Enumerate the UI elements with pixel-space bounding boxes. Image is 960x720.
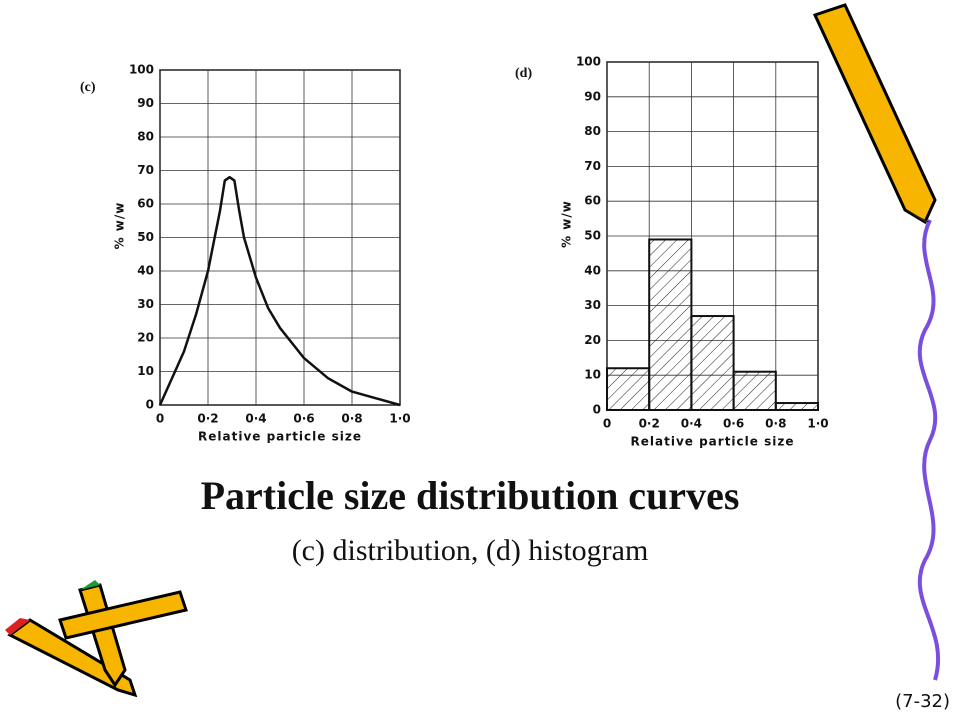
y-tick-label: 10 <box>584 368 601 382</box>
x-tick-label: 0·2 <box>197 412 218 426</box>
x-axis-label: Relative particle size <box>198 430 362 444</box>
y-tick-label: 90 <box>137 96 154 110</box>
histogram-bar <box>648 238 693 411</box>
y-tick-label: 0 <box>593 403 601 417</box>
y-tick-label: 100 <box>576 55 601 69</box>
decor-line <box>917 219 941 681</box>
x-axis-label: Relative particle size <box>631 435 795 449</box>
y-tick-label: 70 <box>584 159 601 173</box>
y-tick-label: 80 <box>137 130 154 144</box>
x-tick-label: 0 <box>156 412 164 426</box>
x-tick-label: 1·0 <box>389 412 410 426</box>
y-tick-label: 40 <box>137 264 154 278</box>
x-tick-label: 0·4 <box>681 417 702 431</box>
panel-label: (d) <box>515 66 532 81</box>
y-tick-label: 90 <box>584 89 601 103</box>
y-tick-label: 50 <box>137 230 154 244</box>
y-tick-label: 10 <box>137 364 154 378</box>
y-tick-label: 100 <box>129 63 154 77</box>
y-tick-label: 60 <box>584 194 601 208</box>
y-tick-label: 30 <box>584 298 601 312</box>
y-axis-label: % w/w <box>560 200 574 248</box>
histogram-bar <box>774 402 819 412</box>
histogram-bar <box>690 315 735 412</box>
x-tick-label: 0·6 <box>293 412 314 426</box>
x-tick-label: 0 <box>603 417 611 431</box>
x-tick-label: 1·0 <box>807 417 828 431</box>
panel-label: (c) <box>80 80 96 95</box>
y-axis-label: % w/w <box>113 202 127 250</box>
curve <box>158 175 401 407</box>
y-tick-label: 20 <box>137 331 154 345</box>
y-tick-label: 0 <box>146 398 154 412</box>
x-tick-label: 0·4 <box>245 412 266 426</box>
pencil-bottom-left <box>5 580 188 698</box>
y-tick-label: 50 <box>584 229 601 243</box>
x-tick-label: 0·2 <box>639 417 660 431</box>
x-tick-label: 0·6 <box>723 417 744 431</box>
histogram-bar <box>732 370 777 411</box>
page-number: (7-32) <box>895 691 950 712</box>
y-tick-label: 80 <box>584 124 601 138</box>
caption-subtitle: (c) distribution, (d) histogram <box>292 534 649 567</box>
y-tick-label: 60 <box>137 197 154 211</box>
y-tick-label: 20 <box>584 333 601 347</box>
x-tick-label: 0·8 <box>765 417 786 431</box>
y-tick-label: 40 <box>584 263 601 277</box>
caption-title: Particle size distribution curves <box>201 473 740 518</box>
histogram-bar <box>606 367 651 411</box>
x-tick-label: 0·8 <box>341 412 362 426</box>
pencil-top-right <box>812 3 937 225</box>
y-tick-label: 30 <box>137 297 154 311</box>
y-tick-label: 70 <box>137 163 154 177</box>
